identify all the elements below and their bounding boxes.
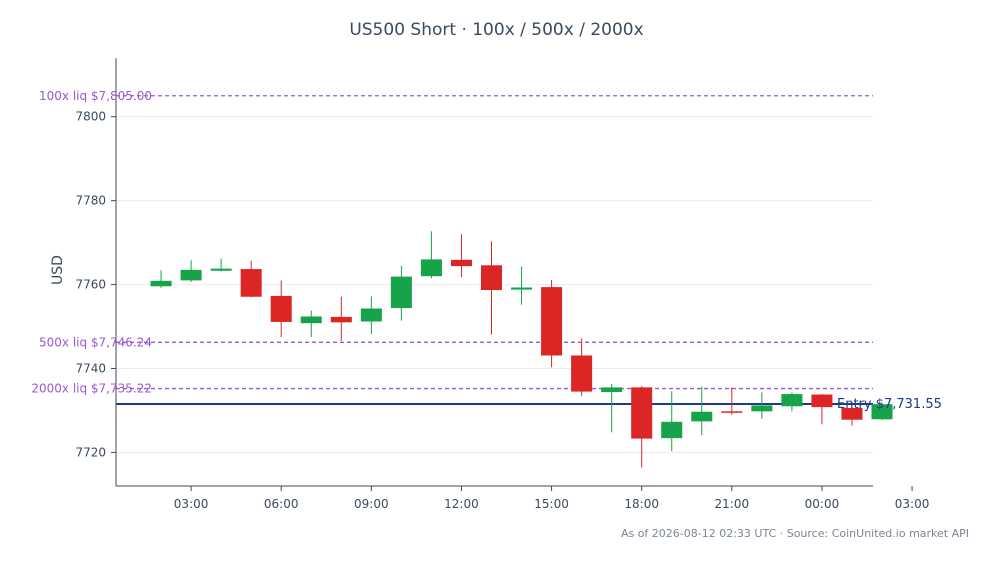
candle-body [210,268,232,271]
candle-body [571,355,593,392]
candle-body [841,407,863,420]
candle-body [180,269,202,281]
y-tick-label: 7780 [75,194,106,208]
candle-body [691,411,713,422]
y-tick-label: 7720 [75,445,106,459]
x-tick-label: 21:00 [715,497,750,511]
candle-body [270,295,292,322]
footnote: As of 2026-08-12 02:33 UTC · Source: Coi… [620,527,969,540]
candle-body [390,276,412,309]
x-tick-label: 06:00 [264,497,299,511]
liq-level-label: 2000x liq $7,735.22 [31,382,152,396]
candle-body [781,394,803,407]
candle-body [450,259,472,267]
x-tick-label: 03:00 [174,497,209,511]
candle-body [541,287,563,356]
axis-layer: 7720 7740 7760 7780 7800 03:00 06:00 09:00 12:00… [50,58,929,511]
x-tick-label: 12:00 [444,497,479,511]
candle-body [240,269,262,297]
label-layer: 100x liq $7,805.00 500x liq $7,746.24 2000… [31,89,942,412]
y-tick-label: 7740 [75,362,106,376]
x-tick-label: 09:00 [354,497,389,511]
y-axis-label: USD [50,255,66,285]
y-tick-label: 7760 [75,278,106,292]
candle-body [601,387,623,393]
candle-body [631,387,653,439]
candle-body [811,394,833,408]
x-tick-label: 03:00 [895,497,930,511]
x-tick-label: 15:00 [534,497,569,511]
x-tick-label: 00:00 [805,497,840,511]
candle-body [721,411,743,413]
y-tick-label: 7800 [75,110,106,124]
liq-level-label: 500x liq $7,746.24 [39,335,152,349]
liq-level-label: 100x liq $7,805.00 [39,89,152,103]
candle-body [661,421,683,439]
chart-title: US500 Short · 100x / 500x / 2000x [349,20,644,40]
entry-label: Entry $7,731.55 [837,397,942,412]
candle-body [751,405,773,412]
candle-body [330,316,352,323]
candle-layer [150,231,893,468]
candle-body [150,280,172,287]
candle-body [511,287,533,290]
candle-body [871,404,893,420]
candle-body [360,308,382,322]
candle-body [300,316,322,324]
x-tick-label: 18:00 [624,497,659,511]
candle-body [420,259,442,277]
candle-body [480,265,503,291]
level-layer [116,95,873,405]
